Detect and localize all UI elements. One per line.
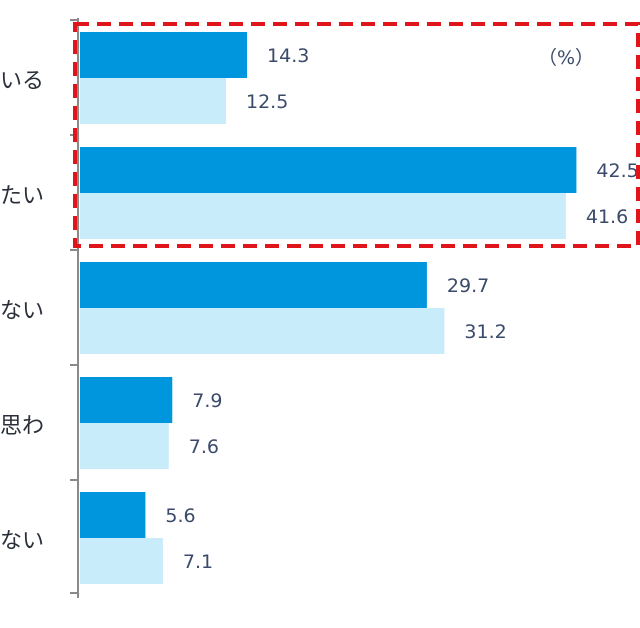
axis-ticks-group bbox=[70, 19, 78, 594]
value-label-1-4: 7.9 bbox=[192, 390, 222, 412]
value-label-1-5: 5.6 bbox=[165, 505, 195, 527]
bar-2-1 bbox=[80, 78, 226, 124]
value-label-1-2: 42.5 bbox=[596, 160, 638, 182]
value-label-2-5: 7.1 bbox=[183, 551, 213, 573]
bar-1-3 bbox=[80, 262, 427, 308]
category-label-5: ない bbox=[0, 529, 44, 554]
bar-2-4 bbox=[80, 423, 169, 469]
bar-1-4 bbox=[80, 377, 173, 423]
bar-2-3 bbox=[80, 308, 445, 354]
category-label-2: たい bbox=[0, 184, 44, 209]
bar-1-5 bbox=[80, 492, 146, 538]
value-labels-group: 14.3 12.5 42.5 41.6 29.7 31.2 7.9 7.6 5.6 7.1 bbox=[165, 45, 638, 573]
category-label-1: いる bbox=[0, 69, 44, 94]
highlight-box bbox=[73, 22, 640, 248]
category-label-4: 思わ bbox=[0, 414, 44, 439]
bar-2-5 bbox=[80, 538, 163, 584]
value-label-2-3: 31.2 bbox=[464, 321, 506, 343]
unit-label: （%） bbox=[538, 47, 594, 69]
bars-group bbox=[80, 32, 577, 584]
value-label-2-1: 12.5 bbox=[246, 91, 288, 113]
category-label-3: ない bbox=[0, 299, 44, 324]
bar-1-1 bbox=[80, 32, 248, 78]
value-label-2-4: 7.6 bbox=[189, 436, 219, 458]
bar-2-2 bbox=[80, 193, 566, 239]
value-label-2-2: 41.6 bbox=[586, 206, 628, 228]
value-label-1-1: 14.3 bbox=[267, 45, 309, 67]
value-label-1-3: 29.7 bbox=[447, 275, 489, 297]
bar-1-2 bbox=[80, 147, 577, 193]
